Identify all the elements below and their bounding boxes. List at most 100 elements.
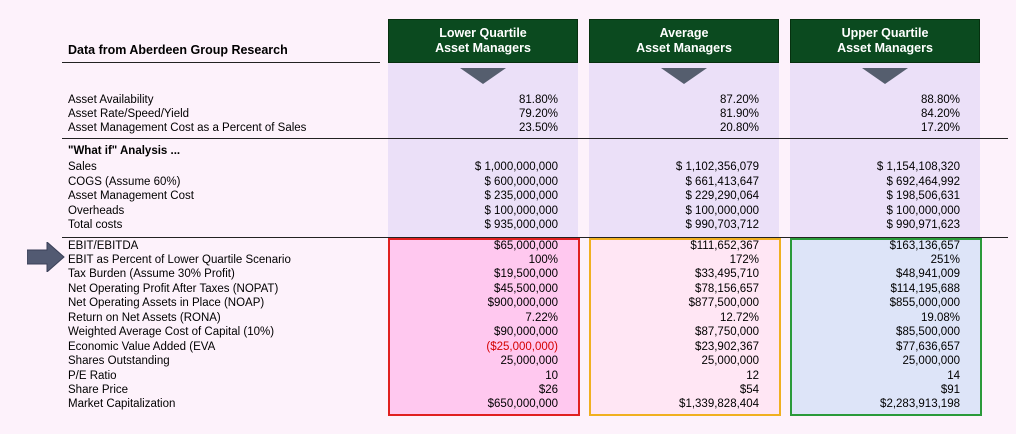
- row-label: Economic Value Added (EVA: [68, 341, 216, 353]
- value-average: $ 661,413,647: [685, 176, 759, 188]
- what-if-title: "What if" Analysis ...: [68, 145, 181, 157]
- value-lower: 10: [545, 370, 558, 382]
- box-average: [589, 238, 781, 416]
- table-row: Asset Management Cost as a Percent of Sa…: [0, 121, 1016, 136]
- value-upper: $ 100,000,000: [886, 205, 960, 217]
- table-row: Share Price $26 $54 $91: [0, 383, 1016, 398]
- value-average: $54: [739, 384, 759, 396]
- section-title: "What if" Analysis ...: [0, 144, 1016, 159]
- value-average: $ 100,000,000: [685, 205, 759, 217]
- row-label: Market Capitalization: [68, 398, 176, 410]
- value-upper: $855,000,000: [889, 297, 960, 309]
- value-lower: 81.80%: [518, 94, 558, 106]
- value-upper: $114,195,688: [890, 283, 961, 295]
- row-label: Asset Management Cost: [68, 190, 194, 202]
- table-row: P/E Ratio 10 12 14: [0, 369, 1016, 384]
- value-upper: $ 692,464,992: [886, 176, 960, 188]
- value-average: $87,750,000: [695, 326, 759, 338]
- box-lower-quartile: [388, 238, 580, 416]
- value-upper: 251%: [930, 254, 960, 266]
- table-row: Weighted Average Cost of Capital (10%) $…: [0, 325, 1016, 340]
- value-average: $ 1,102,356,079: [675, 161, 759, 173]
- column-bg-upper: [790, 62, 980, 238]
- table-row: Sales $ 1,000,000,000 $ 1,102,356,079 $ …: [0, 160, 1016, 175]
- value-upper: 84.20%: [920, 108, 960, 120]
- value-lower: $ 600,000,000: [484, 176, 558, 188]
- row-label: Total costs: [68, 219, 123, 231]
- value-lower: 79.20%: [518, 108, 558, 120]
- table-row: Market Capitalization $650,000,000 $1,33…: [0, 397, 1016, 412]
- value-average: $ 229,290,064: [685, 190, 759, 202]
- value-upper: 88.80%: [920, 94, 960, 106]
- value-average: 81.90%: [719, 108, 759, 120]
- column-bg-average: [589, 62, 779, 238]
- value-upper: 17.20%: [920, 122, 960, 134]
- value-average: 25,000,000: [701, 355, 759, 367]
- row-label: Return on Net Assets (RONA): [68, 312, 221, 324]
- value-average: 172%: [729, 254, 759, 266]
- value-upper: $ 990,971,623: [886, 219, 960, 231]
- value-upper: $91: [940, 384, 960, 396]
- value-upper: 14: [947, 370, 960, 382]
- table-row: Net Operating Assets in Place (NOAP) $90…: [0, 296, 1016, 311]
- value-average: 20.80%: [719, 122, 759, 134]
- value-lower: $19,500,000: [494, 268, 558, 280]
- value-upper: $163,136,657: [889, 240, 960, 252]
- value-lower: $45,500,000: [494, 283, 558, 295]
- title-underline: [62, 62, 380, 63]
- page-title: Data from Aberdeen Group Research: [68, 43, 288, 57]
- row-label: Weighted Average Cost of Capital (10%): [68, 326, 275, 338]
- header-line2: Asset Managers: [636, 41, 732, 55]
- row-label: Net Operating Assets in Place (NOAP): [68, 297, 265, 309]
- value-lower: $90,000,000: [494, 326, 558, 338]
- divider: [62, 237, 1008, 238]
- value-lower: $65,000,000: [494, 240, 558, 252]
- value-lower: $900,000,000: [487, 297, 558, 309]
- table-row: Economic Value Added (EVA ($25,000,000) …: [0, 340, 1016, 355]
- value-lower: 100%: [528, 254, 558, 266]
- value-average: $33,495,710: [695, 268, 759, 280]
- table-row: EBIT/EBITDA $65,000,000 $111,652,367 $16…: [0, 239, 1016, 254]
- value-lower: $ 935,000,000: [484, 219, 558, 231]
- box-upper-quartile: [790, 238, 982, 416]
- value-lower-negative: ($25,000,000): [486, 341, 558, 353]
- value-upper: $77,636,657: [896, 341, 960, 353]
- value-average: 87.20%: [719, 94, 759, 106]
- row-label: Asset Availability: [68, 94, 154, 106]
- header-line2: Asset Managers: [435, 41, 531, 55]
- table-row: COGS (Assume 60%) $ 600,000,000 $ 661,41…: [0, 175, 1016, 190]
- value-lower: 25,000,000: [500, 355, 558, 367]
- row-label: Overheads: [68, 205, 125, 217]
- row-label: Asset Management Cost as a Percent of Sa…: [68, 122, 307, 134]
- header-line1: Upper Quartile: [841, 26, 929, 40]
- header-line1: Average: [659, 26, 709, 40]
- row-label: COGS (Assume 60%): [68, 176, 181, 188]
- header-upper-quartile: Upper Quartile Asset Managers: [790, 19, 980, 63]
- value-lower: 23.50%: [518, 122, 558, 134]
- value-average: $23,902,367: [695, 341, 759, 353]
- column-bg-lower: [388, 62, 578, 238]
- row-label: Asset Rate/Speed/Yield: [68, 108, 190, 120]
- header-line2: Asset Managers: [837, 41, 933, 55]
- value-upper: $85,500,000: [896, 326, 960, 338]
- value-lower: $ 100,000,000: [484, 205, 558, 217]
- value-average: 12: [746, 370, 759, 382]
- table-row: Net Operating Profit After Taxes (NOPAT)…: [0, 282, 1016, 297]
- table-row: Asset Availability 81.80% 87.20% 88.80%: [0, 93, 1016, 108]
- value-lower: 7.22%: [525, 312, 558, 324]
- row-label: EBIT/EBITDA: [68, 240, 139, 252]
- table-row: Total costs $ 935,000,000 $ 990,703,712 …: [0, 218, 1016, 233]
- table-row: Shares Outstanding 25,000,000 25,000,000…: [0, 354, 1016, 369]
- row-label: Sales: [68, 161, 97, 173]
- value-upper: $2,283,913,198: [880, 398, 960, 410]
- value-upper: $ 1,154,108,320: [876, 161, 960, 173]
- down-triangle-icon: [661, 68, 707, 84]
- table-row: Return on Net Assets (RONA) 7.22% 12.72%…: [0, 311, 1016, 326]
- down-triangle-icon: [862, 68, 908, 84]
- value-lower: $ 235,000,000: [484, 190, 558, 202]
- header-line1: Lower Quartile: [439, 26, 527, 40]
- value-average: $1,339,828,404: [679, 398, 759, 410]
- right-arrow-icon: [27, 242, 65, 272]
- table-row: Tax Burden (Assume 30% Profit) $19,500,0…: [0, 267, 1016, 282]
- table-row: Overheads $ 100,000,000 $ 100,000,000 $ …: [0, 204, 1016, 219]
